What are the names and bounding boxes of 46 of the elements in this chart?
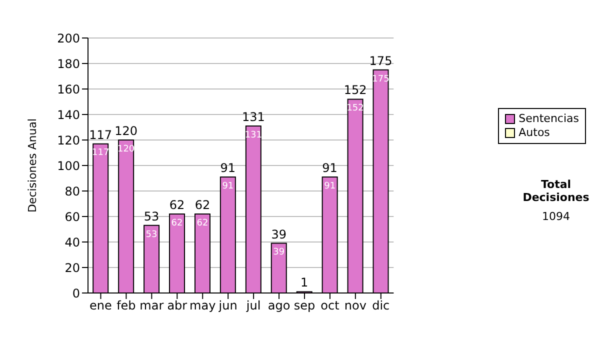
x-tick-label: dic bbox=[372, 298, 390, 313]
x-tick-label: oct bbox=[320, 298, 340, 313]
y-tick-label: 40 bbox=[64, 235, 80, 250]
total-label: 53 bbox=[144, 209, 160, 224]
data-label: 62 bbox=[196, 218, 208, 228]
y-tick-label: 180 bbox=[57, 56, 80, 71]
y-tick-label: 0 bbox=[72, 286, 80, 300]
total-label: 120 bbox=[114, 124, 138, 138]
total-label: 39 bbox=[271, 227, 287, 242]
data-label: 39 bbox=[273, 248, 285, 258]
total-label: 175 bbox=[369, 54, 392, 68]
total-label: 131 bbox=[242, 110, 265, 124]
total-label: 91 bbox=[322, 160, 338, 175]
total-label: 91 bbox=[220, 160, 236, 175]
total-label: 62 bbox=[169, 198, 185, 212]
total-label: 62 bbox=[194, 198, 210, 212]
text: 1094 bbox=[541, 210, 571, 223]
x-tick-label: nov bbox=[344, 298, 366, 313]
x-tick-label: jun bbox=[218, 298, 238, 313]
legend-label: Autos bbox=[518, 126, 550, 140]
y-tick-label: 100 bbox=[57, 158, 80, 173]
data-label: 53 bbox=[146, 230, 158, 240]
x-tick-label: jul bbox=[245, 298, 261, 313]
x-tick-label: ene bbox=[90, 298, 112, 313]
y-tick-label: 120 bbox=[57, 133, 80, 148]
y-tick-label: 200 bbox=[57, 31, 80, 46]
x-tick-label: may bbox=[190, 298, 216, 313]
total-label: 152 bbox=[344, 83, 367, 98]
data-label: 91 bbox=[324, 181, 336, 192]
x-tick-label: mar bbox=[140, 298, 164, 313]
data-label: 91 bbox=[222, 181, 234, 192]
y-tick-label: 80 bbox=[64, 184, 80, 198]
y-tick-label: 60 bbox=[64, 210, 80, 224]
text: Total Decisiones bbox=[522, 178, 590, 204]
x-tick-label: abr bbox=[167, 298, 188, 313]
x-tick-label: sep bbox=[294, 298, 316, 313]
x-tick-label: feb bbox=[116, 298, 136, 313]
total-label: 1 bbox=[300, 276, 308, 290]
y-tick-label: 140 bbox=[57, 108, 80, 122]
y-axis-title: Decisiones Anual bbox=[26, 118, 39, 213]
data-label: 62 bbox=[171, 218, 183, 228]
total-label: 117 bbox=[89, 128, 112, 142]
x-tick-label: ago bbox=[268, 298, 290, 313]
y-tick-label: 160 bbox=[57, 82, 80, 96]
legend-label: Sentencias bbox=[518, 112, 579, 126]
y-tick-label: 20 bbox=[64, 260, 80, 275]
